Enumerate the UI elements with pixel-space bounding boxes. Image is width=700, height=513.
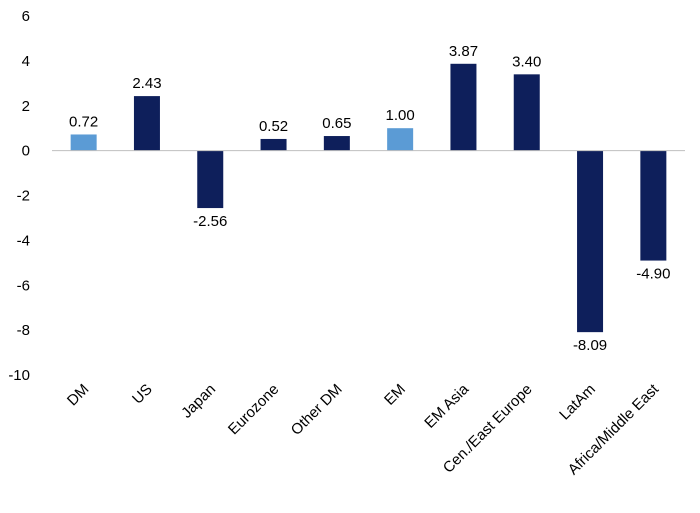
y-tick-label: -4 xyxy=(17,232,30,249)
category-label: LatAm xyxy=(556,381,599,424)
category-label: Eurozone xyxy=(225,381,282,438)
data-label: 1.00 xyxy=(386,107,415,124)
category-label: DM xyxy=(64,381,93,410)
bars xyxy=(70,63,667,333)
bar-japan xyxy=(197,150,224,209)
y-tick-label: 6 xyxy=(22,8,30,25)
data-label: 0.65 xyxy=(322,115,351,132)
bar-latam xyxy=(577,150,604,333)
y-tick-label: -6 xyxy=(17,277,30,294)
y-tick-label: 4 xyxy=(22,53,30,70)
bar-em xyxy=(387,128,414,151)
bar-us xyxy=(133,96,160,151)
data-label: 0.52 xyxy=(259,118,288,135)
y-tick-label: 2 xyxy=(22,98,30,115)
bar-africa-middle-east xyxy=(640,150,667,261)
data-labels: 0.72 2.43 -2.56 0.52 0.65 1.00 3.87 3.40 -8.09 -4… xyxy=(69,43,670,354)
category-labels: DM US Japan Eurozone Other DM EM EM AsiaCen./E… xyxy=(64,380,663,478)
data-label: 3.40 xyxy=(512,53,541,70)
bar-other-dm xyxy=(323,136,350,151)
data-label: -2.56 xyxy=(193,213,227,230)
data-label: 0.72 xyxy=(69,113,98,130)
data-label: 3.87 xyxy=(449,43,478,60)
bar-em-asia xyxy=(450,63,477,151)
data-label: -4.90 xyxy=(636,266,670,283)
y-tick-label: -2 xyxy=(17,188,30,205)
data-label: -8.09 xyxy=(573,337,607,354)
category-label: EM xyxy=(381,381,409,409)
y-tick-label: 0 xyxy=(22,143,30,160)
bar-dm xyxy=(70,134,97,151)
bar-cen-east-europe xyxy=(513,74,540,151)
data-label: 2.43 xyxy=(132,75,161,92)
y-axis: 6 4 2 0 -2 -4 -6 -8 -10 xyxy=(8,8,30,384)
category-label: US xyxy=(129,381,156,408)
category-label: Japan xyxy=(178,381,219,422)
bar-eurozone xyxy=(260,138,287,151)
category-label: EM Asia xyxy=(421,380,472,431)
y-tick-label: -10 xyxy=(8,367,30,384)
y-tick-label: -8 xyxy=(17,322,30,339)
category-label: Other DM xyxy=(288,381,346,439)
